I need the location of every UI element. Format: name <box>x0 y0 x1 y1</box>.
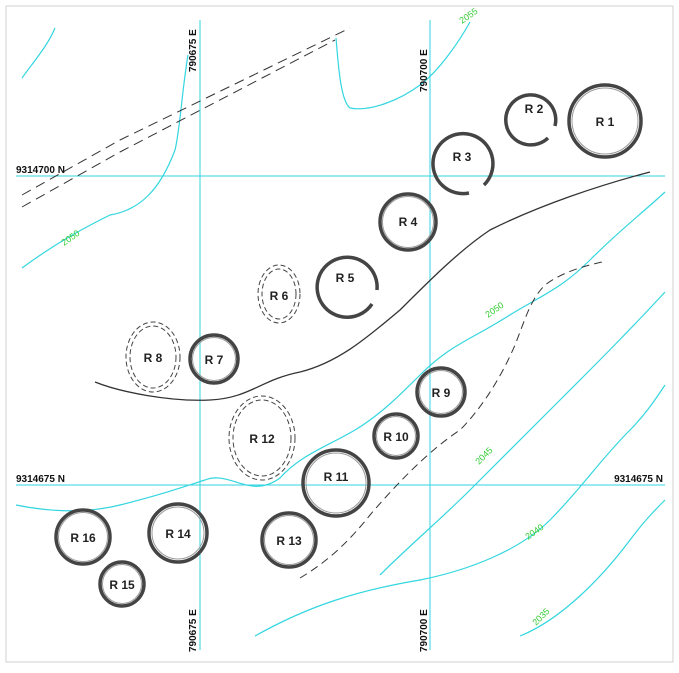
ring-r14[interactable]: R 14 <box>147 502 209 564</box>
ring-label: R 9 <box>432 386 451 400</box>
contour-line-2040 <box>254 384 666 637</box>
ring-label: R 15 <box>109 578 135 592</box>
ring-label: R 7 <box>205 353 224 367</box>
ring-label: R 3 <box>453 150 472 164</box>
contour-line-2045 <box>379 291 666 576</box>
grid-label-e-bottom-left: 790675 E <box>188 609 199 652</box>
ring-label: R 10 <box>383 430 409 444</box>
ring-label: R 11 <box>324 470 349 484</box>
ring-label: R 4 <box>399 215 418 229</box>
ring-r1[interactable]: R 1 <box>567 83 643 159</box>
ring-label: R 6 <box>270 289 289 303</box>
ring-r12[interactable]: R 12 <box>228 395 296 481</box>
contour-line-2035 <box>519 499 666 637</box>
ring-r11[interactable]: R 11 <box>301 448 371 518</box>
ring-r13[interactable]: R 13 <box>260 511 318 569</box>
contour-line-2050 <box>15 191 666 512</box>
grid-label-e-top-left: 790675 E <box>188 29 199 72</box>
grid-label-e-top-right: 790700 E <box>419 49 430 92</box>
ring-r9[interactable]: R 9 <box>415 366 467 418</box>
ring-r16[interactable]: R 16 <box>54 508 112 566</box>
dashed-boundary <box>299 261 603 579</box>
ring-r8[interactable]: R 8 <box>125 321 181 393</box>
grid-label-n-upper: 9314700 N <box>16 165 65 176</box>
ring-r3[interactable]: R 3 <box>431 131 495 196</box>
ring-r6[interactable]: R 6 <box>257 264 301 324</box>
ring-label: R 1 <box>596 115 615 129</box>
ring-label: R 13 <box>276 534 302 548</box>
contour-line <box>21 27 56 79</box>
grid-labels: 790675 E 790700 E 790675 E 790700 E 9314… <box>16 29 663 652</box>
rings-layer: R 1 R 2 R 3 R 4 R 5 R 6 <box>54 83 643 608</box>
ring-r5[interactable]: R 5 <box>315 255 379 319</box>
grid-label-n-lower-right: 9314675 N <box>614 474 663 485</box>
contour-line <box>21 54 189 269</box>
ring-label: R 12 <box>249 432 275 446</box>
dashed-track <box>21 27 351 208</box>
ring-label: R 8 <box>144 351 163 365</box>
ring-r2[interactable]: R 2 <box>504 93 558 147</box>
grid-lines <box>16 20 665 650</box>
ring-label: R 5 <box>336 271 355 285</box>
grid-label-e-bottom-right: 790700 E <box>419 609 430 652</box>
grid-label-n-lower-left: 9314675 N <box>16 474 65 485</box>
contour-lines <box>15 21 666 637</box>
boundary-line <box>94 171 651 401</box>
ring-label: R 2 <box>525 102 544 116</box>
ring-r4[interactable]: R 4 <box>378 192 438 252</box>
ring-r10[interactable]: R 10 <box>372 412 420 460</box>
ring-label: R 16 <box>70 531 96 545</box>
map-border <box>5 5 674 663</box>
ring-label: R 14 <box>165 527 191 541</box>
ring-r15[interactable]: R 15 <box>98 560 146 608</box>
ring-r7[interactable]: R 7 <box>188 333 240 385</box>
contour-line <box>335 21 471 110</box>
